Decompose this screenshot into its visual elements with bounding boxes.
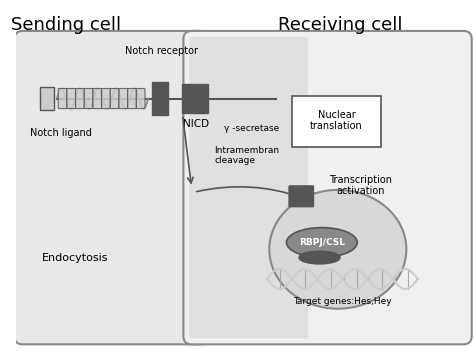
FancyBboxPatch shape <box>152 82 168 115</box>
FancyBboxPatch shape <box>292 96 381 146</box>
Text: Nuclear
translation: Nuclear translation <box>310 110 363 131</box>
Text: Target genes:Hes,Hey: Target genes:Hes,Hey <box>293 297 392 306</box>
Text: NICD: NICD <box>183 119 209 129</box>
FancyBboxPatch shape <box>137 89 145 109</box>
FancyBboxPatch shape <box>14 31 209 345</box>
FancyBboxPatch shape <box>93 89 101 109</box>
FancyBboxPatch shape <box>101 89 110 109</box>
Text: Notch ligand: Notch ligand <box>30 128 92 138</box>
Text: Sending cell: Sending cell <box>11 16 121 34</box>
FancyBboxPatch shape <box>128 89 137 109</box>
FancyBboxPatch shape <box>58 89 67 109</box>
FancyBboxPatch shape <box>189 37 308 338</box>
Text: Intramembran
cleavage: Intramembran cleavage <box>214 146 280 165</box>
FancyBboxPatch shape <box>182 84 208 113</box>
Text: RBPJ/CSL: RBPJ/CSL <box>299 238 345 247</box>
FancyBboxPatch shape <box>67 89 75 109</box>
Text: Endocytosis: Endocytosis <box>42 253 109 263</box>
Text: Notch receptor: Notch receptor <box>126 46 199 56</box>
Ellipse shape <box>286 228 357 257</box>
Ellipse shape <box>269 190 406 309</box>
FancyBboxPatch shape <box>119 89 128 109</box>
Text: Transcription
activation: Transcription activation <box>329 175 392 196</box>
FancyBboxPatch shape <box>110 89 119 109</box>
FancyBboxPatch shape <box>84 89 93 109</box>
FancyBboxPatch shape <box>40 87 54 110</box>
FancyBboxPatch shape <box>183 31 472 345</box>
FancyBboxPatch shape <box>289 186 314 207</box>
Text: γ -secretase: γ -secretase <box>224 124 279 133</box>
Ellipse shape <box>299 251 340 264</box>
FancyBboxPatch shape <box>75 89 84 109</box>
Text: Receiving cell: Receiving cell <box>278 16 402 34</box>
